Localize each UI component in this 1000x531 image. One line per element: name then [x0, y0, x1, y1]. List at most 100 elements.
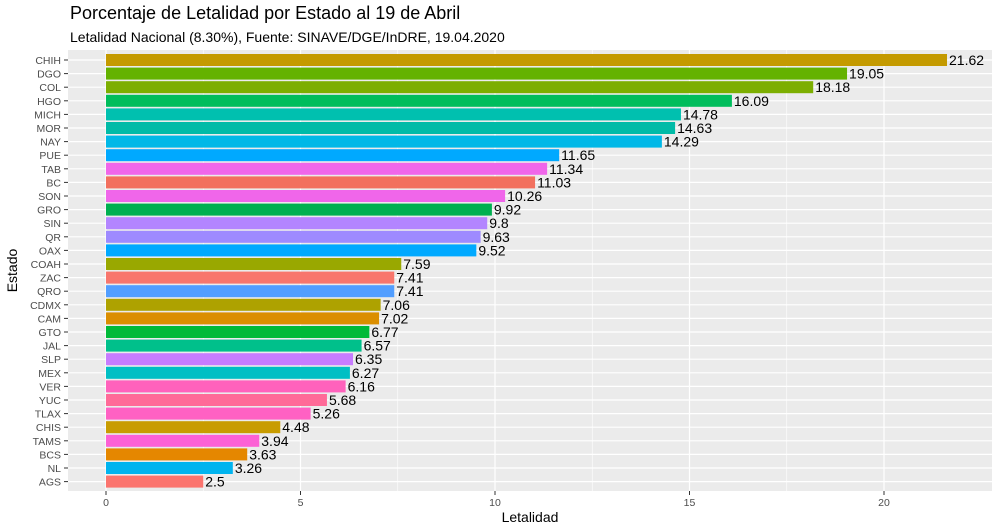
- bar-qro: [106, 285, 395, 298]
- x-tick-label: 10: [489, 497, 501, 509]
- value-label-gro: 9.92: [494, 202, 521, 218]
- y-tick-label-pue: PUE: [39, 150, 61, 162]
- x-axis-title: Letalidad: [502, 509, 559, 525]
- y-tick-label-mex: MEX: [38, 368, 61, 380]
- bar-dgo: [106, 67, 848, 80]
- value-label-pue: 11.65: [561, 147, 595, 163]
- bar-bc: [106, 176, 536, 189]
- value-label-ver: 6.16: [348, 378, 375, 394]
- value-label-ags: 2.5: [205, 474, 225, 490]
- y-tick-label-tams: TAMS: [33, 436, 61, 448]
- bar-gto: [106, 326, 370, 338]
- bar-son: [106, 190, 506, 202]
- bar-pue: [106, 149, 560, 162]
- value-label-tams: 3.94: [261, 433, 288, 449]
- value-label-yuc: 5.68: [329, 392, 356, 408]
- value-label-slp: 6.35: [355, 351, 382, 367]
- value-label-zac: 7.41: [396, 270, 423, 286]
- bar-nay: [106, 135, 662, 148]
- bar-ags: [106, 475, 204, 488]
- value-label-qr: 9.63: [483, 229, 510, 245]
- y-tick-label-col: COL: [39, 82, 61, 94]
- value-label-cdmx: 7.06: [383, 297, 410, 313]
- bar-hgo: [106, 94, 732, 107]
- chart-subtitle: Letalidad Nacional (8.30%), Fuente: SINA…: [70, 29, 505, 45]
- value-label-nay: 14.29: [664, 134, 699, 150]
- value-label-coah: 7.59: [403, 256, 430, 272]
- bar-chih: [106, 54, 948, 66]
- bar-mich: [106, 108, 681, 121]
- y-tick-label-sin: SIN: [43, 218, 61, 230]
- bar-yuc: [106, 394, 327, 406]
- y-tick-label-chih: CHIH: [35, 55, 61, 67]
- bars: [106, 54, 948, 488]
- bar-cam: [106, 312, 380, 325]
- y-axis-title: Estado: [4, 248, 20, 292]
- bar-tab: [106, 162, 548, 175]
- y-tick-label-gto: GTO: [38, 327, 61, 339]
- y-tick-label-tab: TAB: [41, 164, 61, 176]
- value-label-sin: 9.8: [489, 215, 509, 231]
- bar-col: [106, 81, 814, 94]
- value-label-col: 18.18: [815, 79, 850, 95]
- value-label-bcs: 3.63: [249, 446, 276, 462]
- y-tick-label-yuc: YUC: [39, 395, 62, 407]
- y-tick-label-cam: CAM: [38, 313, 61, 325]
- x-tick-label: 5: [298, 497, 304, 509]
- value-label-mex: 6.27: [352, 365, 379, 381]
- y-tick-label-oax: OAX: [39, 245, 61, 257]
- bar-coah: [106, 258, 402, 270]
- x-tick-label: 0: [103, 497, 109, 509]
- y-tick-label-chis: CHIS: [36, 422, 61, 434]
- bar-tams: [106, 434, 260, 447]
- bar-nl: [106, 462, 233, 474]
- y-tick-label-qro: QRO: [37, 286, 61, 298]
- y-tick-label-slp: SLP: [41, 354, 61, 366]
- value-label-nl: 3.26: [235, 460, 262, 476]
- value-label-jal: 6.57: [364, 338, 391, 354]
- bar-sin: [106, 217, 488, 230]
- bar-gro: [106, 203, 492, 216]
- value-label-mich: 14.78: [683, 106, 718, 122]
- value-label-cam: 7.02: [381, 310, 408, 326]
- bar-zac: [106, 271, 395, 284]
- value-label-chih: 21.62: [949, 52, 984, 68]
- y-tick-label-bc: BC: [46, 177, 61, 189]
- y-tick-label-qr: QR: [45, 232, 61, 244]
- y-tick-label-nay: NAY: [40, 137, 61, 149]
- y-tick-label-son: SON: [38, 191, 61, 203]
- bar-oax: [106, 244, 477, 257]
- x-tick-label: 20: [878, 497, 890, 509]
- y-tick-label-mich: MICH: [34, 109, 61, 121]
- y-tick-label-gro: GRO: [37, 205, 61, 217]
- bar-tlax: [106, 407, 311, 420]
- y-tick-label-zac: ZAC: [40, 273, 61, 285]
- value-label-bc: 11.03: [537, 174, 571, 190]
- y-tick-label-dgo: DGO: [37, 69, 61, 81]
- y-tick-label-tlax: TLAX: [35, 409, 61, 421]
- y-tick-label-cdmx: CDMX: [30, 300, 61, 312]
- bar-chis: [106, 421, 281, 434]
- bar-mor: [106, 122, 676, 134]
- bar-cdmx: [106, 298, 381, 311]
- value-label-mor: 14.63: [677, 120, 712, 136]
- value-label-qro: 7.41: [396, 283, 423, 299]
- y-tick-label-nl: NL: [48, 463, 62, 475]
- y-tick-label-coah: COAH: [31, 259, 61, 271]
- value-label-chis: 4.48: [282, 419, 309, 435]
- bar-jal: [106, 339, 362, 352]
- y-tick-label-ags: AGS: [39, 477, 61, 489]
- chart-title: Porcentaje de Letalidad por Estado al 19…: [70, 3, 461, 23]
- value-label-dgo: 19.05: [849, 66, 884, 82]
- y-tick-label-mor: MOR: [37, 123, 62, 135]
- y-tick-label-hgo: HGO: [37, 96, 61, 108]
- y-tick-label-bcs: BCS: [39, 449, 61, 461]
- y-tick-label-jal: JAL: [43, 341, 61, 353]
- value-label-oax: 9.52: [478, 242, 505, 258]
- x-axis-ticks: 0 5 10 15 20: [103, 491, 890, 509]
- value-label-tlax: 5.26: [313, 406, 340, 422]
- value-label-gto: 6.77: [371, 324, 398, 340]
- bar-bcs: [106, 448, 248, 461]
